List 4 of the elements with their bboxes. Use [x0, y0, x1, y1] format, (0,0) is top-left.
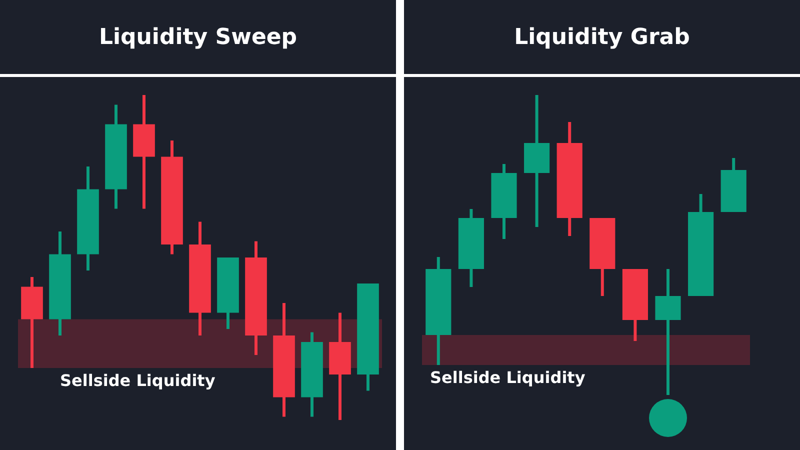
chart-title: Liquidity Sweep: [0, 0, 396, 77]
band-label: Sellside Liquidity: [60, 371, 216, 390]
band-label: Sellside Liquidity: [430, 368, 586, 388]
chart-title: Liquidity Grab: [404, 0, 800, 77]
